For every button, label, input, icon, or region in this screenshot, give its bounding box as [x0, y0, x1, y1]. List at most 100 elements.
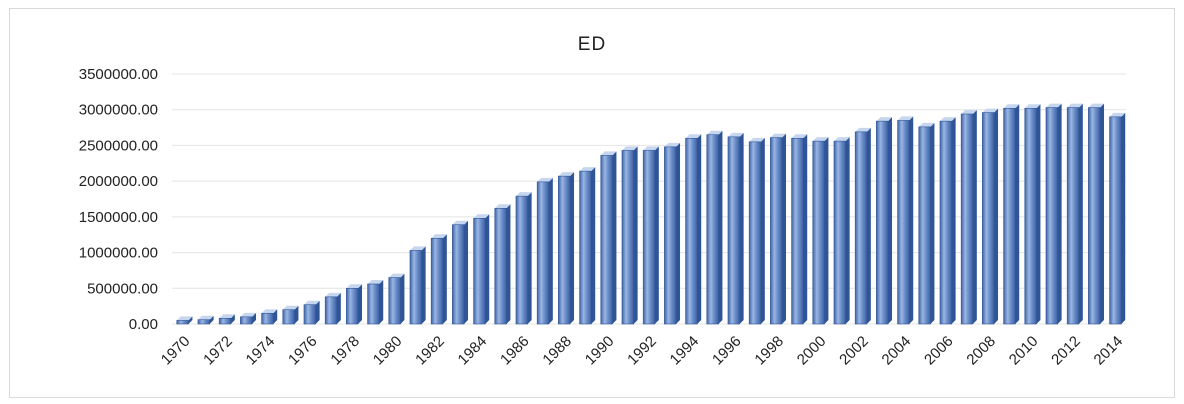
bar-top	[515, 192, 532, 197]
bar-top	[176, 316, 193, 321]
bar-top	[240, 312, 257, 317]
bar-side	[909, 116, 914, 324]
bar-side	[782, 133, 787, 324]
bar-top	[643, 146, 659, 151]
bar	[409, 246, 426, 325]
x-tick-label: 1982	[412, 333, 448, 369]
x-tick-label: 1996	[709, 333, 745, 369]
bar-top	[1088, 103, 1105, 108]
bar-top	[1109, 112, 1126, 117]
x-tick-label: 2014	[1091, 333, 1127, 369]
bar	[452, 220, 469, 325]
bar	[303, 300, 320, 325]
bar-front	[282, 309, 295, 325]
bar-front	[642, 150, 656, 325]
bar-side	[209, 315, 214, 324]
y-tick-label: 2000000.00	[79, 173, 158, 190]
bar-side	[972, 110, 977, 324]
y-tick-label: 1500000.00	[79, 209, 158, 226]
bar-front	[197, 319, 210, 325]
bar-side	[824, 137, 829, 324]
bar-front	[727, 136, 740, 325]
bar-front	[876, 120, 889, 325]
bar-front	[706, 134, 719, 325]
bar-side	[803, 134, 808, 324]
bar-front	[430, 237, 444, 325]
bar-top	[388, 273, 405, 278]
bar-front	[664, 146, 677, 325]
bar	[812, 137, 829, 325]
bar-side	[930, 122, 935, 324]
bar-side	[230, 314, 235, 324]
x-tick-label: 2000	[794, 333, 830, 369]
bar-side	[506, 204, 511, 324]
bar-top	[791, 134, 808, 139]
y-tick-label: 500000.00	[87, 280, 158, 297]
bar-front	[473, 217, 486, 325]
bar-top	[1045, 103, 1062, 108]
bar-side	[421, 246, 426, 324]
x-tick-label: 1984	[455, 333, 491, 369]
bar-front	[218, 317, 232, 325]
bar	[939, 117, 956, 325]
bar-front	[600, 155, 613, 325]
bar	[770, 133, 787, 325]
x-tick-label: 1990	[582, 333, 618, 369]
bars	[176, 103, 1126, 325]
bar-front	[833, 140, 846, 325]
bar-front	[240, 316, 253, 325]
bar-top	[1024, 104, 1041, 109]
bar-side	[676, 142, 681, 324]
bar-side	[548, 177, 553, 324]
x-tick-label: 1978	[327, 333, 363, 369]
bar-side	[654, 146, 659, 324]
bar-top	[706, 130, 723, 135]
bar-side	[1121, 112, 1126, 324]
bar	[494, 204, 511, 325]
chart-title: ED	[577, 34, 607, 55]
bar-top	[197, 315, 214, 320]
bar	[1024, 104, 1041, 325]
bar-front	[1088, 107, 1101, 325]
bar	[600, 151, 617, 325]
bar	[1066, 103, 1083, 325]
bar-side	[570, 172, 575, 324]
x-tick-label: 2004	[879, 333, 915, 369]
bar	[197, 315, 214, 325]
bar	[282, 305, 299, 325]
bar	[1109, 112, 1126, 325]
bar-top	[409, 246, 426, 251]
bar-side	[336, 292, 341, 324]
bar-front	[685, 137, 698, 325]
bar-side	[400, 273, 405, 324]
bar	[324, 292, 341, 325]
bar-front	[1003, 107, 1016, 325]
bar-front	[748, 141, 762, 325]
bar	[346, 284, 363, 325]
bar-top	[833, 137, 850, 142]
bar-side	[1057, 103, 1062, 324]
x-tick-label: 1972	[200, 333, 236, 369]
x-tick-label: 1976	[285, 333, 321, 369]
bar-top	[325, 292, 341, 297]
bar-front	[982, 112, 995, 325]
bar	[664, 142, 681, 325]
x-tick-label: 1986	[497, 333, 533, 369]
bar	[261, 309, 278, 325]
bar	[706, 130, 723, 325]
bar-top	[431, 234, 447, 239]
bar-top	[600, 151, 617, 156]
bar	[176, 316, 193, 325]
y-tick-label: 2500000.00	[79, 137, 158, 154]
bar	[854, 127, 871, 325]
bar-top	[473, 214, 490, 219]
bar-top	[282, 305, 299, 310]
bar-top	[537, 177, 553, 182]
bar-front	[1045, 107, 1058, 325]
bar-side	[252, 312, 257, 324]
bar-front	[1024, 107, 1037, 325]
bar	[473, 214, 490, 325]
bar-top	[749, 137, 765, 142]
bar-side	[1036, 104, 1041, 325]
bar-side	[485, 214, 490, 324]
